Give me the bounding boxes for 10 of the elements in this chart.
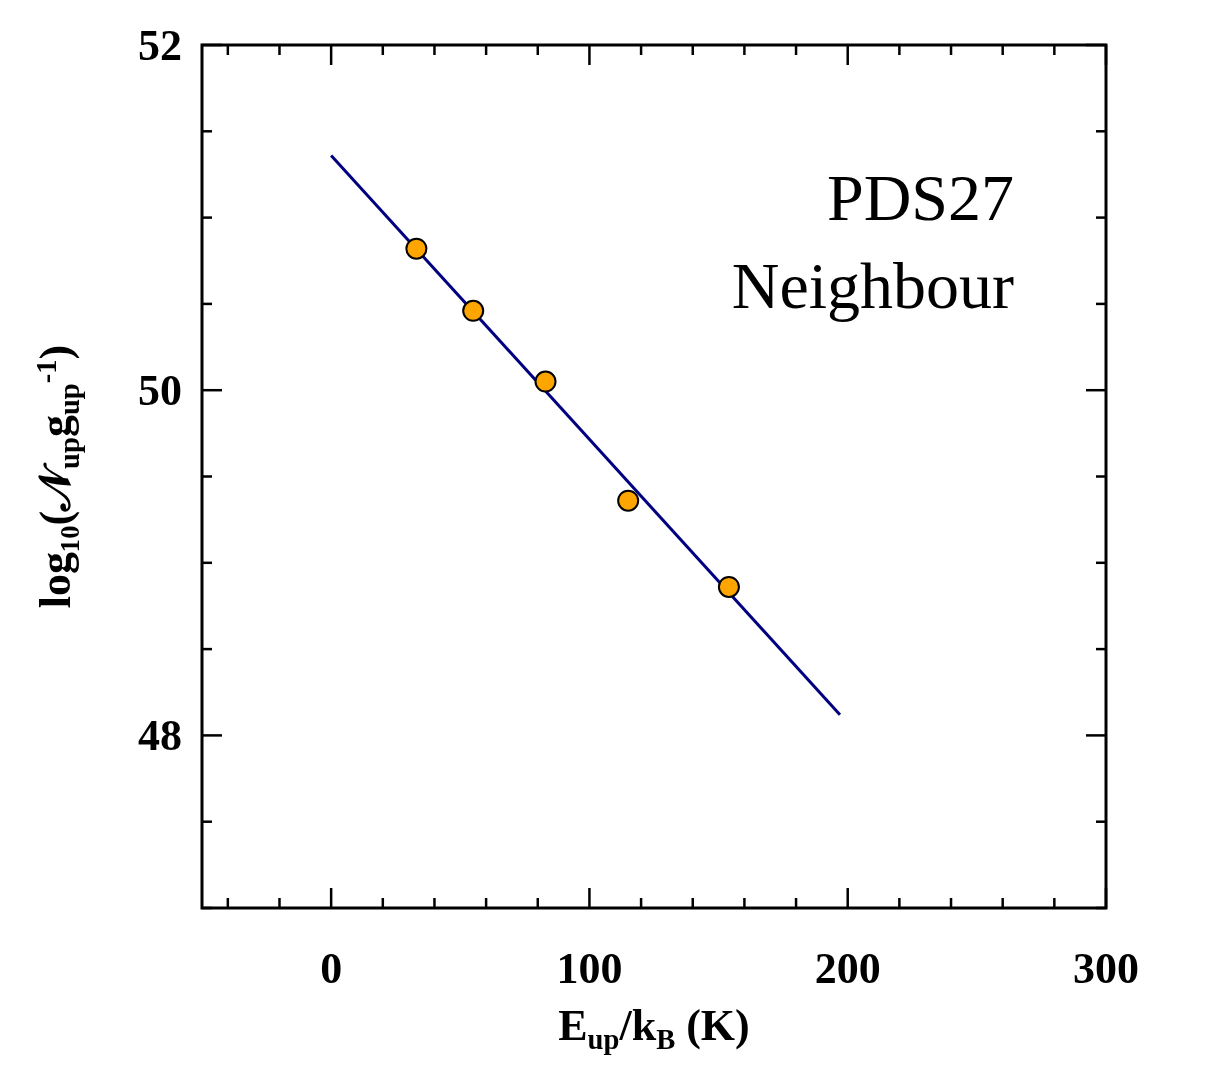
y-tick-label: 48: [138, 711, 182, 761]
x-tick-label: 300: [1073, 944, 1139, 993]
y-tick-label: 50: [138, 366, 182, 416]
x-tick-label: 100: [556, 944, 623, 993]
x-axis-title: E$_{up}$/k$_{B}$ (K): [558, 1001, 750, 1055]
y-tick-label: 52: [138, 21, 182, 70]
annotation: PDS27: [826, 161, 1014, 234]
x-tick-label: 200: [814, 944, 881, 993]
x-tick-label: 0: [320, 944, 343, 993]
annotation: Neighbour: [731, 249, 1015, 322]
